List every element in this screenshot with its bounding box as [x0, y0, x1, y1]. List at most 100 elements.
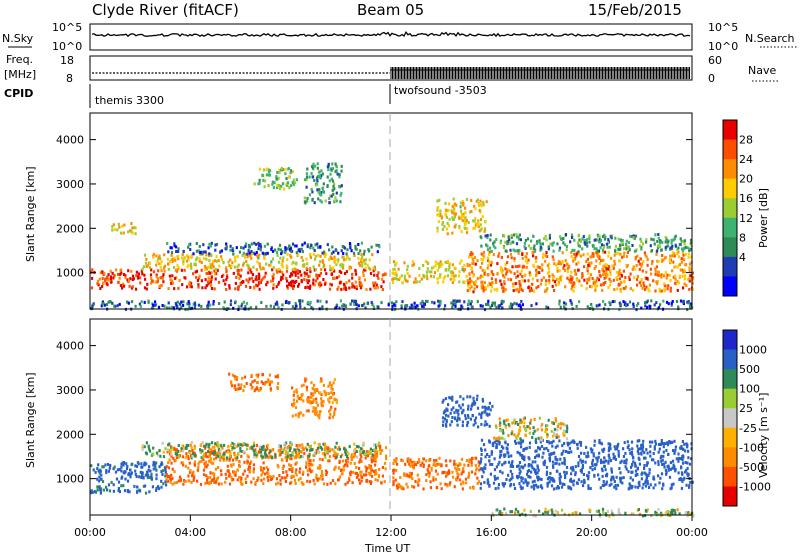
velocity-cell — [225, 458, 228, 462]
velocity-cell — [112, 489, 115, 493]
power-cell — [635, 264, 638, 267]
power-cell — [130, 222, 133, 225]
power-cell — [127, 301, 130, 305]
velocity-cell — [321, 477, 324, 481]
velocity-cell — [383, 480, 386, 484]
power-cell — [198, 274, 201, 278]
power-cell — [598, 240, 602, 244]
power-cell — [317, 190, 320, 194]
power-cell — [244, 305, 247, 308]
velocity-cell — [414, 480, 417, 483]
velocity-cell — [617, 449, 620, 453]
velocity-cell — [217, 482, 221, 486]
power-cell — [250, 242, 253, 246]
velocity-cell — [598, 440, 601, 444]
velocity-cell — [482, 470, 485, 474]
power-cell — [664, 245, 667, 249]
power-cell — [670, 260, 673, 264]
power-cell — [479, 199, 482, 203]
power-cell — [460, 304, 463, 308]
velocity-cell — [520, 465, 523, 469]
power-cell — [376, 285, 379, 289]
velocity-cell — [531, 466, 534, 470]
velocity-cell — [234, 444, 237, 447]
power-cell — [492, 244, 495, 248]
velocity-cell — [286, 453, 289, 457]
velocity-cell — [278, 474, 281, 477]
power-cell — [118, 302, 121, 306]
power-cell — [487, 303, 490, 307]
power-cell — [113, 274, 116, 278]
velocity-cell — [558, 478, 561, 482]
power-cell — [687, 255, 690, 259]
velocity-cell — [518, 451, 521, 455]
power-cell — [232, 271, 235, 275]
power-cell — [412, 305, 416, 309]
power-cell — [140, 269, 143, 273]
power-cell — [518, 248, 521, 252]
power-cell — [489, 238, 492, 242]
power-cell — [143, 300, 146, 304]
velocity-cell — [404, 462, 407, 466]
velocity-cell — [467, 474, 471, 478]
power-cell — [603, 237, 607, 241]
velocity-cell — [587, 477, 590, 481]
velocity-cell — [137, 462, 140, 466]
velocity-cell — [444, 482, 447, 486]
power-cell — [516, 235, 519, 239]
power-cell — [312, 162, 315, 166]
power-cell — [306, 243, 309, 247]
velocity-cell — [453, 485, 456, 489]
power-cell — [544, 289, 547, 293]
velocity-cell — [211, 451, 214, 455]
velocity-cell — [488, 440, 491, 444]
power-cell — [101, 302, 104, 305]
velocity-cell — [204, 464, 207, 468]
power-cell — [262, 276, 265, 280]
power-cell — [652, 238, 655, 242]
velocity-cell — [279, 478, 282, 482]
power-cell — [525, 255, 528, 259]
power-cell — [269, 279, 273, 283]
velocity-cell — [212, 450, 215, 453]
power-cell — [348, 265, 351, 269]
power-cell — [670, 303, 673, 307]
velocity-cell — [554, 457, 557, 461]
power-cell — [372, 269, 375, 273]
velocity-cell — [610, 478, 613, 482]
power-cell — [225, 247, 228, 251]
power-cell — [467, 302, 470, 306]
power-cell — [353, 299, 356, 303]
velocity-cell — [681, 458, 684, 462]
power-cell — [285, 177, 288, 181]
power-cell — [648, 304, 651, 308]
power-cell — [639, 237, 642, 241]
velocity-cell — [548, 457, 552, 460]
power-cell — [173, 244, 176, 248]
power-cell — [314, 164, 317, 168]
velocity-cell — [233, 384, 236, 388]
power-cell — [588, 264, 591, 268]
velocity-cell — [647, 473, 650, 477]
power-cell — [262, 168, 266, 172]
power-cell — [573, 252, 576, 256]
power-cell — [330, 177, 333, 181]
velocity-cell — [417, 478, 420, 482]
power-cell — [527, 258, 530, 262]
velocity-cell — [577, 464, 580, 468]
power-cell — [523, 241, 526, 245]
power-cell — [406, 268, 409, 272]
power-cell — [670, 247, 673, 251]
velocity-cell — [315, 473, 318, 477]
velocity-cell — [527, 475, 530, 478]
velocity-cell — [236, 387, 239, 391]
power-cell — [504, 263, 507, 266]
power-cell — [670, 301, 673, 305]
power-cell — [327, 258, 331, 262]
velocity-cell — [376, 450, 379, 454]
power-cell — [210, 241, 213, 245]
power-cell — [575, 304, 578, 308]
velocity-cell — [429, 486, 432, 490]
power-cell — [617, 271, 621, 275]
velocity-cell — [684, 470, 687, 474]
